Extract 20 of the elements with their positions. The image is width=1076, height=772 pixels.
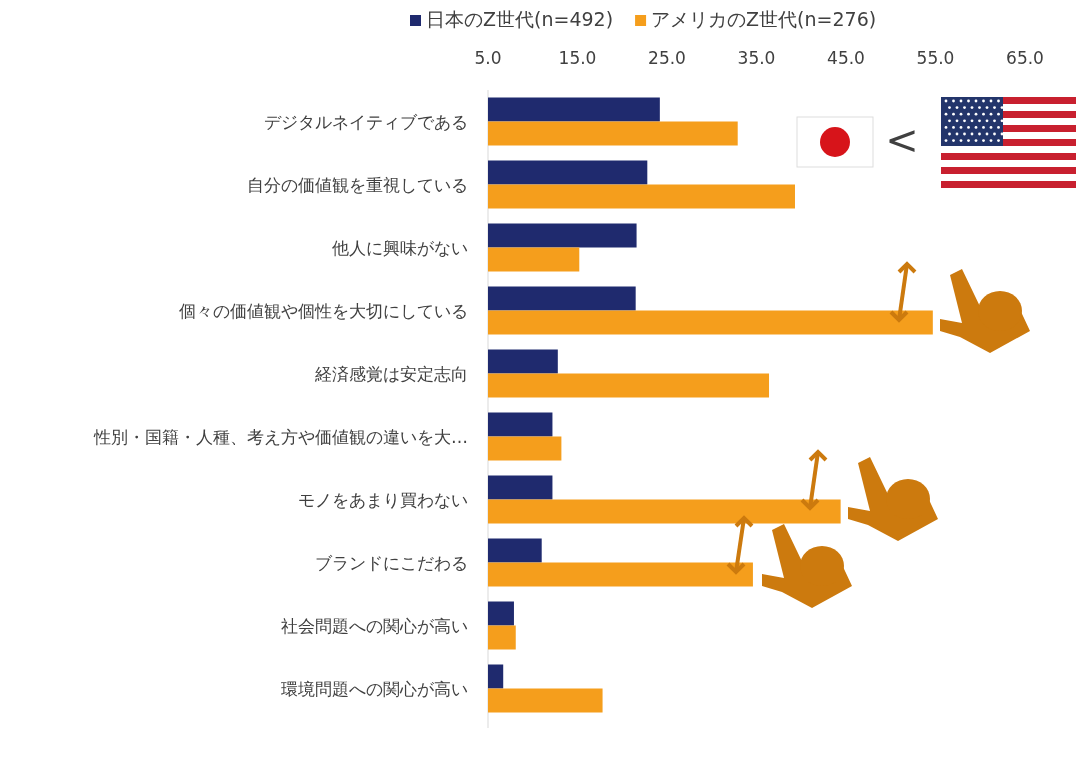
y-tick-label: 自分の価値観を重視している: [247, 174, 468, 195]
x-tick-label: 15.0: [558, 48, 597, 68]
annotation: <: [885, 117, 919, 163]
y-tick-label: 環境問題への関心が高い: [281, 678, 468, 699]
y-tick-label: 経済感覚は安定志向: [314, 363, 468, 384]
y-tick-label: モノをあまり買わない: [298, 489, 468, 510]
y-tick-label: 他人に興味がない: [332, 237, 468, 258]
y-tick-label: デジタルネイティブである: [264, 111, 468, 132]
x-tick-label: 35.0: [737, 48, 776, 68]
y-tick-label: 個々の価値観や個性を大切にしている: [179, 300, 468, 321]
legend-label: アメリカのZ世代(n=276): [651, 8, 877, 30]
y-tick-label: 性別・国籍・人種、考え方や価値観の違いを大…: [93, 426, 468, 447]
legend-label: 日本のZ世代(n=492): [426, 8, 614, 30]
x-tick-label: 65.0: [1006, 48, 1044, 68]
x-tick-label: 25.0: [648, 48, 686, 68]
y-tick-label: ブランドにこだわる: [315, 552, 468, 573]
x-tick-label: 45.0: [827, 48, 865, 68]
y-tick-label: 社会問題への関心が高い: [281, 615, 468, 636]
x-tick-label: 55.0: [916, 48, 955, 68]
x-tick-label: 5.0: [474, 48, 502, 68]
